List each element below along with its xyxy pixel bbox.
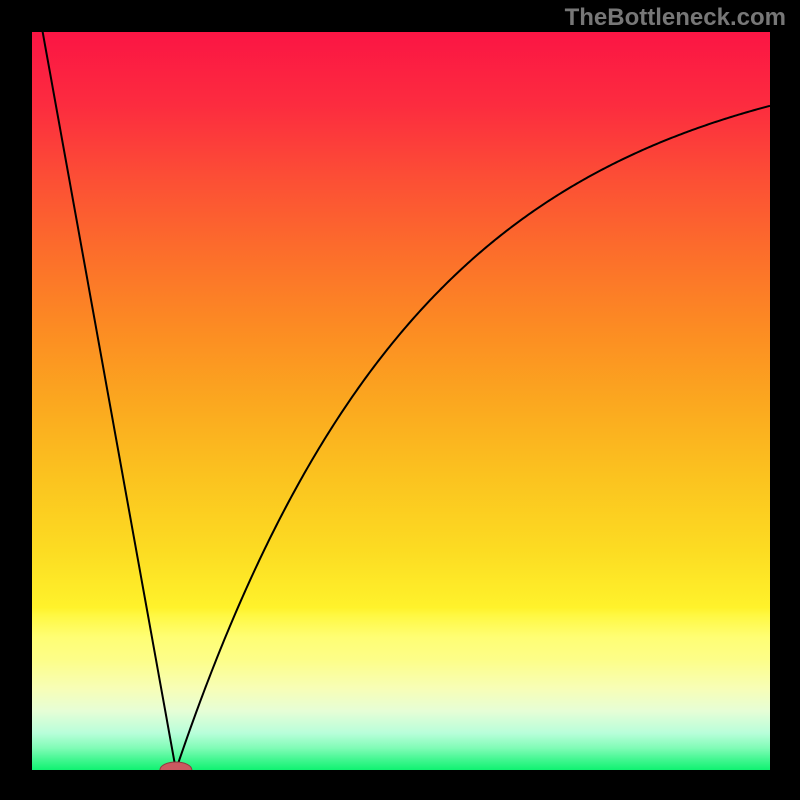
chart-svg [0, 0, 800, 800]
watermark-text: TheBottleneck.com [565, 4, 786, 32]
chart-container: TheBottleneck.com [0, 0, 800, 800]
